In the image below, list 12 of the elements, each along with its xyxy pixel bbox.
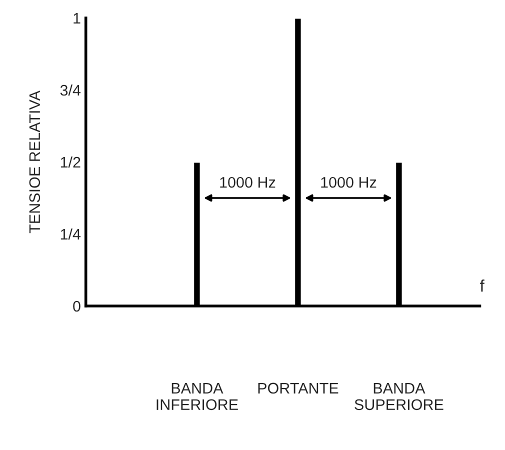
y-tick-label: 0 [73, 300, 80, 312]
x-tick-label: BANDA INFERIORE [156, 382, 238, 410]
x-axis-title: f [480, 280, 484, 292]
y-tick-label: 1 [74, 13, 80, 24]
annotation: 1000 Hz [220, 176, 276, 188]
annotation: 1000 Hz [321, 176, 376, 188]
y-tick-label: 1/4 [60, 228, 81, 240]
x-tick-label: BANDA SUPERIORE [354, 382, 444, 410]
y-tick-label: 1/2 [60, 156, 80, 168]
y-axis-title: TENSIOE RELATIVA [29, 90, 40, 234]
x-tick-label: PORTANTE [258, 382, 338, 394]
y-tick-label: 3/4 [60, 84, 81, 96]
